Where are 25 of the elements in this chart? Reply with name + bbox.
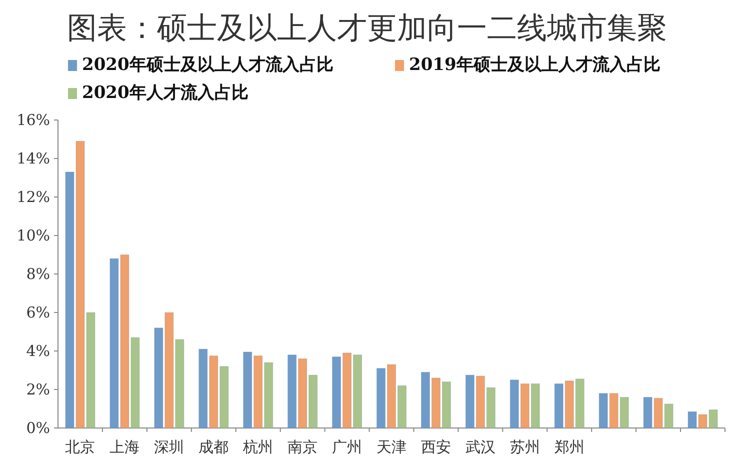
legend-item: 2020年人才流入占比: [68, 83, 248, 103]
x-tick-label: 天津: [376, 438, 406, 456]
x-tick-label: 成都: [198, 438, 229, 456]
y-tick-label: 6%: [26, 304, 50, 322]
y-tick-label: 8%: [26, 265, 50, 283]
x-tick-label: 郑州: [554, 438, 584, 456]
x-tick-label: 广州: [332, 438, 362, 456]
y-tick-label: 16%: [16, 111, 50, 129]
y-tick-label: 14%: [16, 150, 50, 168]
x-tick-label: 上海: [110, 438, 140, 456]
x-tick-label: 深圳: [154, 438, 184, 456]
x-tick-label: 武汉: [465, 438, 496, 456]
x-tick-label: 杭州: [242, 438, 274, 456]
y-tick-label: 4%: [26, 342, 50, 360]
x-tick-label: 北京: [65, 438, 96, 456]
x-tick-label: 西安: [420, 438, 451, 456]
y-tick-label: 2%: [26, 380, 50, 398]
y-tick-label: 10%: [16, 226, 50, 244]
legend-item: 2019年硕士及以上人才流入占比: [395, 55, 660, 75]
x-tick-label: 苏州: [510, 438, 540, 456]
legend-item: 2020年硕士及以上人才流入占比: [68, 55, 334, 75]
y-tick-label: 0%: [26, 419, 50, 437]
y-tick-label: 12%: [16, 188, 50, 206]
chart-title: 图表：硕士及以上人才更加向一二线城市集聚: [67, 11, 667, 46]
x-tick-label: 南京: [288, 438, 318, 456]
